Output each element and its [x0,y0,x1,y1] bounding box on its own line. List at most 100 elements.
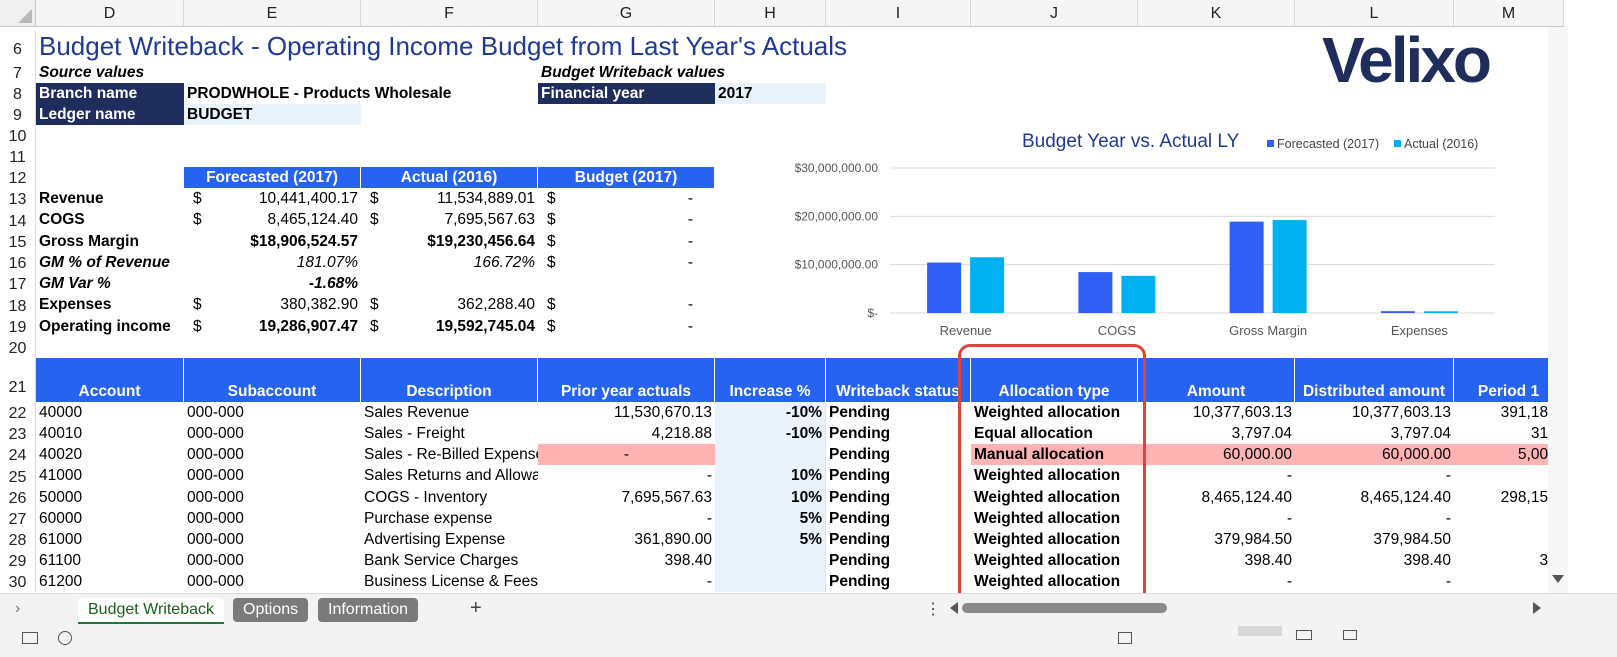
row-header-21[interactable]: 21 [0,358,36,402]
table-cell[interactable] [715,571,826,592]
row-header-29[interactable]: 29 [0,550,36,571]
ledger-name-value[interactable]: BUDGET [184,104,361,125]
bar-cogs-2[interactable] [1121,275,1156,313]
more-options-icon[interactable]: ⋮ [925,601,941,618]
row-header-17[interactable]: 17 [0,273,36,294]
table-cell[interactable]: Weighted allocation [974,488,1121,506]
row-header-27[interactable]: 27 [0,508,36,529]
column-header-k[interactable]: K [1138,0,1295,27]
row-header-7[interactable]: 7 [0,62,36,83]
table-cell[interactable]: 10,377,603.13 [1192,403,1292,421]
scroll-down-arrow-icon[interactable] [1552,575,1564,583]
table-cell[interactable]: 5% [715,529,826,550]
table-cell[interactable] [715,444,826,465]
actual-value[interactable]: 7,695,567.63 [444,211,535,228]
tab-budget-writeback[interactable]: Budget Writeback [78,598,224,624]
financial-year-value[interactable]: 2017 [715,83,826,104]
bar-revenue-1[interactable] [927,262,962,313]
budget-value[interactable]: - [687,296,693,313]
tab-scroll-arrow-icon[interactable]: › [15,600,21,617]
bar-gross-margin-2[interactable] [1272,220,1307,313]
budget-value[interactable]: - [687,211,693,228]
forecast-value[interactable]: -1.68% [308,274,358,292]
table-cell[interactable]: 398.40 [1244,551,1292,569]
row-header-6[interactable]: 6 [0,31,36,62]
row-header-12[interactable]: 12 [0,167,36,188]
column-header-d[interactable]: D [36,0,184,27]
forecast-value[interactable]: 10,441,400.17 [258,189,358,207]
table-cell[interactable]: - [1286,572,1292,590]
row-header-18[interactable]: 18 [0,294,36,316]
normal-view-button[interactable] [1238,626,1282,636]
table-cell[interactable]: Weighted allocation [974,572,1121,590]
column-header-l[interactable]: L [1295,0,1454,27]
display-settings-icon[interactable] [1118,632,1132,644]
table-cell[interactable] [715,550,826,571]
actual-value[interactable]: $19,230,456.64 [427,232,535,250]
table-cell[interactable]: Weighted allocation [974,530,1121,548]
table-cell[interactable]: Weighted allocation [974,551,1121,569]
table-cell[interactable]: - [1286,467,1292,484]
table-cell[interactable]: 3,797.04 [1231,424,1292,442]
table-cell[interactable]: 379,984.50 [1214,530,1292,548]
row-header-8[interactable]: 8 [0,83,36,104]
actual-value[interactable]: 19,592,745.04 [435,317,535,335]
column-header-j[interactable]: J [971,0,1138,27]
row-header-19[interactable]: 19 [0,316,36,337]
table-cell[interactable]: 5% [715,508,826,529]
row-header-28[interactable]: 28 [0,529,36,550]
row-header-11[interactable]: 11 [0,146,36,167]
budget-chart[interactable]: Budget Year vs. Actual LY Forecasted (201… [780,120,1540,345]
budget-value[interactable] [538,273,715,294]
row-header-30[interactable]: 30 [0,571,36,592]
row-header-22[interactable]: 22 [0,402,36,423]
budget-value[interactable]: - [687,189,693,207]
accessibility-icon[interactable] [58,631,72,645]
table-cell[interactable]: 60,000.00 [1138,444,1295,465]
vertical-scrollbar[interactable] [1548,27,1568,593]
page-layout-icon[interactable] [1296,630,1312,640]
forecast-value[interactable]: $18,906,524.57 [250,232,358,250]
table-cell[interactable]: 10% [715,487,826,508]
column-header-i[interactable]: I [826,0,971,27]
tab-options[interactable]: Options [233,598,309,622]
column-header-e[interactable]: E [184,0,361,27]
add-sheet-icon[interactable]: + [470,597,482,619]
forecast-value[interactable]: 181.07% [296,253,358,271]
row-header-26[interactable]: 26 [0,487,36,508]
column-header-h[interactable]: H [715,0,826,27]
table-cell[interactable]: Weighted allocation [974,467,1121,484]
table-cell[interactable]: Manual allocation [971,444,1138,465]
actual-value[interactable]: 11,534,889.01 [437,189,535,207]
row-header-20[interactable]: 20 [0,337,36,358]
select-all-corner[interactable] [0,0,36,27]
forecast-value[interactable]: 19,286,907.47 [258,317,358,335]
bar-expenses-1[interactable] [1380,311,1415,313]
budget-value[interactable]: - [687,317,693,335]
row-header-9[interactable]: 9 [0,104,36,125]
row-header-10[interactable]: 10 [0,125,36,146]
bar-gross-margin-1[interactable] [1229,221,1264,313]
table-cell[interactable]: 10% [715,465,826,487]
table-cell[interactable]: 8,465,124.40 [1201,488,1292,506]
forecast-value[interactable]: 8,465,124.40 [267,211,358,228]
bar-revenue-2[interactable] [970,257,1005,313]
horizontal-scroll-thumb[interactable] [962,603,1167,613]
table-cell[interactable]: - [1286,509,1292,527]
row-header-16[interactable]: 16 [0,252,36,273]
table-cell[interactable]: Weighted allocation [974,403,1121,421]
branch-name-value[interactable]: PRODWHOLE - Products Wholesale [187,84,452,102]
row-header-15[interactable]: 15 [0,231,36,252]
page-break-icon[interactable] [1343,630,1357,640]
page-title[interactable]: Budget Writeback - Operating Income Budg… [39,31,848,61]
actual-value[interactable]: 166.72% [473,253,535,271]
scroll-right-arrow-icon[interactable] [1533,602,1541,614]
actual-value[interactable]: 362,288.40 [457,296,535,313]
row-header-24[interactable]: 24 [0,444,36,465]
table-cell[interactable]: -10% [715,402,826,423]
bar-expenses-2[interactable] [1423,311,1458,313]
scroll-left-arrow-icon[interactable] [950,602,958,614]
table-cell[interactable]: -10% [715,423,826,444]
budget-value[interactable]: - [687,232,693,250]
row-header-23[interactable]: 23 [0,423,36,444]
